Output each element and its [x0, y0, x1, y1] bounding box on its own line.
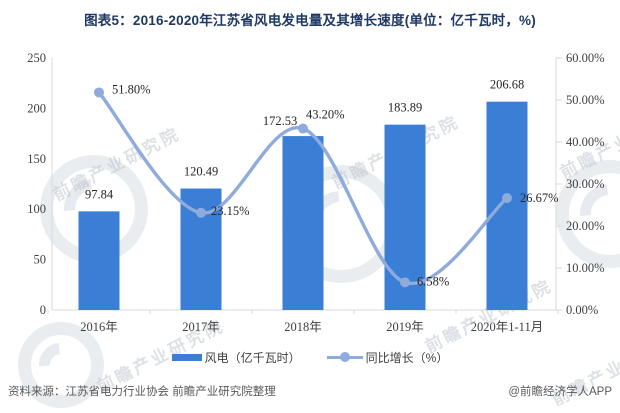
svg-text:206.68: 206.68 — [490, 78, 524, 92]
svg-text:6.58%: 6.58% — [417, 274, 449, 288]
legend: 风电（亿千瓦时） 同比增长（%） — [0, 349, 620, 365]
svg-text:51.80%: 51.80% — [112, 82, 151, 96]
chart-title: 图表5：2016-2020年江苏省风电发电量及其增长速度(单位：亿千瓦时，%) — [84, 13, 536, 28]
legend-label-wind: 风电（亿千瓦时） — [204, 350, 301, 365]
credit-text: @前瞻经济学人APP — [508, 386, 612, 398]
svg-text:10.00%: 10.00% — [566, 261, 605, 275]
bar-swatch-icon — [171, 353, 202, 361]
svg-text:97.84: 97.84 — [85, 187, 114, 201]
svg-text:2017年: 2017年 — [182, 320, 220, 334]
svg-text:2018年: 2018年 — [284, 320, 322, 334]
legend-label-growth: 同比增长（%） — [365, 350, 449, 365]
chart-canvas: 0 50 100 150 200 250 0.00% 10.00% 20.00% 30.00% 40… — [27, 51, 605, 334]
svg-text:23.15%: 23.15% — [211, 204, 250, 218]
svg-text:50: 50 — [34, 253, 47, 267]
svg-text:200: 200 — [27, 101, 46, 115]
svg-text:250: 250 — [27, 51, 46, 65]
svg-text:20.00%: 20.00% — [566, 219, 605, 233]
svg-text:0.00%: 0.00% — [566, 303, 598, 317]
svg-text:0: 0 — [40, 303, 46, 317]
svg-text:172.53: 172.53 — [263, 114, 297, 128]
svg-text:2019年: 2019年 — [386, 320, 424, 334]
source-text: 资料来源：江苏省电力行业协会 前瞻产业研究院整理 — [8, 386, 276, 398]
legend-item-growth[interactable]: 同比增长（%） — [326, 349, 449, 366]
svg-text:120.49: 120.49 — [184, 165, 218, 179]
svg-text:30.00%: 30.00% — [566, 177, 605, 191]
svg-text:60.00%: 60.00% — [566, 51, 605, 65]
svg-text:40.00%: 40.00% — [566, 135, 605, 149]
svg-text:150: 150 — [27, 152, 46, 166]
svg-text:50.00%: 50.00% — [566, 93, 605, 107]
footer: 资料来源：江苏省电力行业协会 前瞻产业研究院整理 @前瞻经济学人APP — [8, 383, 612, 399]
svg-text:2020年1-11月: 2020年1-11月 — [471, 320, 543, 334]
svg-text:2016年: 2016年 — [80, 320, 118, 334]
line-swatch-icon — [326, 352, 363, 362]
svg-text:43.20%: 43.20% — [306, 108, 345, 122]
svg-text:183.89: 183.89 — [388, 101, 422, 115]
legend-item-wind[interactable]: 风电（亿千瓦时） — [171, 349, 301, 366]
svg-text:26.67%: 26.67% — [520, 191, 559, 205]
svg-text:100: 100 — [27, 202, 46, 216]
